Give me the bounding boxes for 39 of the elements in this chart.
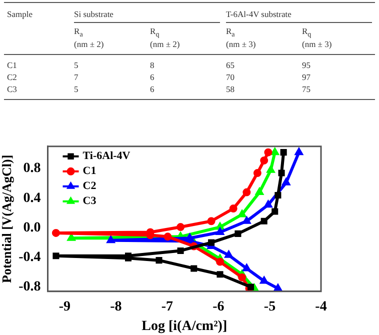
text: R$_{q}$ (nm ± 3) [300,25,333,51]
text: 65 [225,58,236,71]
text: C2 [6,70,18,83]
text: Si substrate [74,9,220,23]
text: 8 [149,58,156,71]
x-axis-title: Log [i(A/cm²)] [142,319,228,334]
text: C3 [6,82,18,96]
text: 95 [300,58,312,71]
x-tick-label: -7 [161,299,174,314]
legend-label: Ti-6Al-4V [82,150,130,162]
y-tick-label: 0.0 [23,220,41,236]
text: 58 [225,82,236,96]
x-tick-label: -6 [212,299,224,314]
x-tick-label: -9 [58,299,71,314]
text: R$_{q}$ (nm ± 2) [149,25,181,51]
text: T-6Al-4V substrate [226,9,372,23]
text: R$_{a}$ (nm ± 2) [73,25,105,51]
text: 5 [73,82,80,96]
text: 5 [73,58,80,71]
legend-label: C1 [82,165,96,178]
legend-label: C2 [82,180,97,192]
text: R$_{a}$ (nm ± 3) [225,25,257,51]
text: 97 [300,70,312,83]
text: 75 [300,82,312,96]
y-tick-label: 0.8 [23,161,41,176]
x-tick-label: -5 [264,299,276,314]
text: 70 [225,70,236,83]
x-tick-label: -8 [110,299,122,314]
text: 6 [149,82,156,96]
y-tick-label: -0.4 [18,250,41,265]
text: 6 [149,70,156,83]
y-tick-label: -0.8 [18,280,41,295]
legend-label: C3 [82,195,97,208]
text: C1 [6,58,18,71]
text: 7 [73,70,80,83]
y-tick-label: 0.4 [23,190,41,206]
x-tick-label: -4 [315,299,327,314]
text: Sample [6,8,34,21]
y-axis-title: Potential [V(Ag/AgCl)] [0,154,14,283]
